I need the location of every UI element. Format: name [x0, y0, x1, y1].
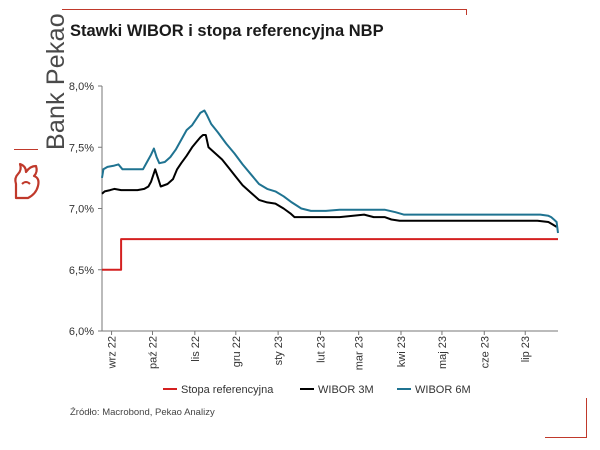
- y-tick-label: 6,0%: [69, 326, 94, 338]
- page-title: Stawki WIBOR i stopa referencyjna NBP: [70, 22, 384, 40]
- bottom-accent-rule-h: [545, 437, 587, 438]
- x-tick-label: lis 22: [190, 336, 202, 362]
- brand-divider: [14, 149, 38, 150]
- x-tick-label: cze 23: [479, 336, 491, 368]
- bank-pekao-logo-icon: [14, 162, 40, 200]
- wibor-3m-line: [101, 134, 558, 228]
- x-tick-label: wrz 22: [107, 336, 119, 369]
- x-tick-label: lut 23: [315, 336, 327, 363]
- legend-stopa-referencyjna-label: Stopa referencyjna: [181, 384, 274, 396]
- top-accent-rule-end: [466, 9, 467, 15]
- stopa-referencyjna-line: [102, 238, 558, 271]
- x-tick-label: kwi 23: [396, 336, 408, 367]
- source-note: Źródło: Macrobond, Pekao Analizy: [70, 407, 215, 418]
- legend-wibor-3m-label: WIBOR 3M: [318, 384, 374, 396]
- y-tick-label: 7,5%: [69, 142, 94, 154]
- y-tick-label: 8,0%: [69, 81, 94, 93]
- top-accent-rule: [62, 9, 467, 10]
- x-tick-label: maj 23: [437, 336, 449, 369]
- bottom-accent-rule: [586, 398, 587, 438]
- x-tick-label: gru 22: [231, 336, 243, 367]
- y-tick-label: 7,0%: [69, 204, 94, 216]
- legend-wibor-6m-label: WIBOR 6M: [415, 384, 471, 396]
- brand-sidebar: Bank Pekao: [6, 0, 70, 210]
- x-tick-label: sty 23: [273, 336, 285, 365]
- y-tick-label: 6,5%: [69, 265, 94, 277]
- x-tick-label: paź 22: [148, 336, 160, 369]
- x-tick-label: mar 23: [354, 336, 366, 370]
- x-tick-label: lip 23: [520, 336, 532, 362]
- wibor-6m-line: [101, 109, 559, 234]
